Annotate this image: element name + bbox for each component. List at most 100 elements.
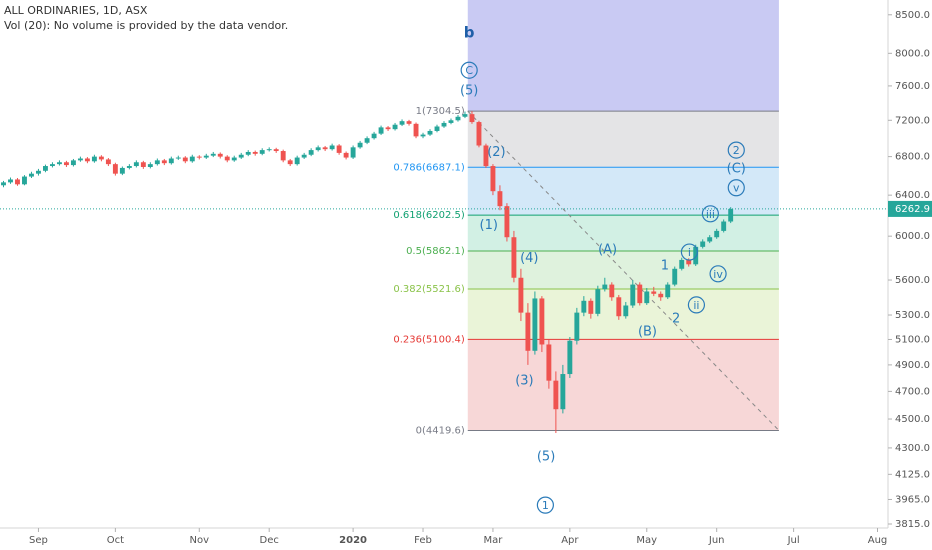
wave-label: 2: [733, 144, 740, 157]
wave-circle: [687, 296, 706, 314]
y-tick-label: 4900.0: [895, 360, 930, 371]
candle-body: [217, 153, 223, 157]
candle-body: [245, 151, 251, 155]
wave-label: 2: [672, 312, 680, 327]
candle-body: [22, 176, 27, 185]
fib-zone: [467, 339, 779, 431]
candle-body: [133, 162, 139, 167]
candle-body: [462, 114, 468, 117]
wave-circle: [701, 205, 720, 223]
candle-body: [693, 246, 699, 265]
wave-circle: [460, 61, 478, 79]
candle-body: [385, 127, 391, 130]
candle-body: [441, 122, 447, 127]
wave-label: (2): [487, 145, 505, 160]
candle-body: [294, 157, 300, 165]
candle-body: [203, 155, 209, 158]
candle-body: [539, 298, 545, 345]
x-tick-label: Jun: [708, 535, 725, 546]
wave-label: (C): [727, 161, 746, 176]
candle-body: [602, 284, 608, 290]
candle-body: [280, 151, 286, 161]
x-tick-label: Oct: [107, 535, 124, 546]
candle-body: [518, 277, 524, 313]
candle-body: [616, 297, 622, 317]
y-tick-label: 4700.0: [895, 386, 930, 397]
candle-body: [231, 157, 237, 161]
candle-body: [532, 298, 538, 351]
candle-body: [644, 291, 650, 304]
x-tick-label: Sep: [29, 535, 48, 546]
x-tick-label: Mar: [484, 535, 504, 546]
x-tick-label: Nov: [190, 535, 210, 546]
candle-body: [434, 126, 440, 131]
x-tick-label: Jul: [787, 535, 800, 546]
x-tick-label: Feb: [414, 535, 432, 546]
wave-label: (A): [598, 243, 617, 258]
candle-body: [273, 149, 279, 152]
wave-label: v: [733, 182, 740, 195]
candle-body: [567, 340, 573, 375]
wave-label: (4): [520, 251, 538, 266]
wave-label: C: [465, 64, 473, 77]
candle-body: [63, 162, 69, 166]
wave-label: (B): [638, 324, 657, 339]
candle-body: [728, 208, 734, 222]
candle-body: [679, 259, 685, 269]
candle-body: [560, 374, 566, 410]
candle-body: [406, 121, 412, 124]
candle-body: [189, 156, 195, 162]
wave-circle: [536, 496, 554, 514]
wave-label: (3): [515, 373, 533, 388]
wave-label: ii: [693, 299, 699, 312]
candle-body: [637, 284, 643, 304]
candle-body: [84, 158, 90, 162]
candle-body: [1, 182, 6, 186]
candle-body: [714, 230, 720, 238]
fib-level-label: 0.5(5862.1): [406, 246, 465, 257]
candle-body: [483, 145, 489, 167]
last-price-label: 6262.9: [895, 204, 930, 215]
candle-body: [609, 284, 615, 298]
fib-level-label: 0.382(5521.6): [393, 284, 465, 295]
fib-level-label: 0.236(5100.4): [393, 334, 465, 345]
y-tick-label: 4500.0: [895, 414, 930, 425]
x-tick-label: Apr: [561, 535, 579, 546]
x-tick-label: 2020: [339, 535, 367, 546]
y-tick-label: 6800.0: [895, 152, 930, 163]
wave-circle: [680, 243, 699, 261]
candle-body: [238, 154, 244, 158]
fib-level-label: 0.618(6202.5): [393, 210, 465, 221]
fib-zone: [467, 111, 779, 168]
y-tick-label: 5300.0: [895, 310, 930, 321]
candle-body: [8, 179, 13, 183]
candle-body: [70, 160, 76, 166]
candle-body: [595, 289, 601, 314]
candle-body: [623, 305, 629, 317]
x-tick-label: May: [636, 535, 657, 546]
y-tick-label: 4300.0: [895, 443, 930, 454]
candle-body: [329, 145, 335, 150]
chart-subtitle: Vol (20): No volume is provided by the d…: [4, 19, 288, 32]
candle-body: [427, 130, 433, 135]
y-tick-label: 8500.0: [895, 10, 930, 21]
candle-body: [497, 191, 503, 207]
candle-body: [15, 179, 20, 185]
candle-body: [371, 133, 377, 139]
candle-body: [504, 206, 510, 238]
candle-body: [98, 156, 104, 160]
candle-body: [168, 158, 174, 164]
candle-body: [29, 173, 34, 177]
candle-body: [43, 166, 48, 171]
candle-body: [413, 123, 419, 137]
candle-body: [581, 300, 587, 313]
candle-body: [210, 153, 216, 156]
candle-body: [154, 160, 160, 165]
candle-body: [651, 291, 657, 294]
y-tick-label: 3965.0: [895, 494, 930, 505]
candle-body: [378, 127, 384, 134]
fib-level-label: 0(4419.6): [416, 425, 465, 436]
candle-body: [707, 237, 713, 242]
y-tick-label: 5600.0: [895, 275, 930, 286]
